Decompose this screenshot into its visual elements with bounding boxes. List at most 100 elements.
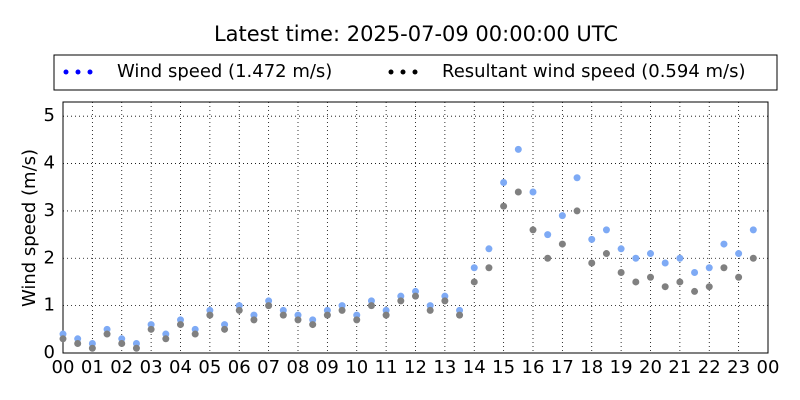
x-tick-label: 18 [580,357,603,378]
y-axis-label: Wind speed (m/s) [19,149,40,307]
legend-marker [87,69,93,75]
point [177,321,184,329]
point [617,268,625,276]
point [544,254,552,262]
point [588,259,596,267]
point [647,250,654,258]
point [514,188,522,196]
point [735,250,743,258]
point [147,325,155,333]
point [470,278,478,286]
y-tick-label: 0 [44,342,55,363]
point [103,330,111,338]
point [485,264,493,272]
point [426,306,434,314]
y-tick-label: 1 [44,295,55,316]
point [250,316,258,324]
point [88,344,96,352]
x-tick-label: 03 [140,357,163,378]
y-tick-label: 2 [44,247,55,268]
x-tick-label: 06 [228,357,251,378]
point [661,259,669,267]
point [632,278,640,286]
point [749,254,757,262]
point [573,174,581,182]
point [412,292,419,300]
y-tick-label: 3 [44,200,55,221]
point [382,311,390,319]
point [353,316,361,324]
point [691,287,699,295]
x-tick-label: 08 [287,357,310,378]
x-tick-label: 02 [110,357,133,378]
point [602,226,610,234]
point [691,268,699,276]
point [470,264,478,272]
point [132,344,140,352]
x-tick-label: 15 [492,357,515,378]
point [720,264,728,272]
x-tick-label: 16 [522,357,545,378]
point [558,240,566,248]
legend-marker [400,69,406,75]
point [279,311,287,319]
x-tick-label: 14 [463,357,486,378]
point [749,226,757,234]
point [529,188,537,196]
legend-marker [63,69,69,75]
legend-label: Resultant wind speed (0.594 m/s) [442,61,746,82]
point [441,297,449,305]
point [118,340,126,348]
point [500,202,508,210]
point [676,254,684,262]
x-tick-label: 00 [52,357,75,378]
plot-frame [62,101,769,354]
x-tick-label: 07 [257,357,280,378]
x-tick-label: 01 [81,357,104,378]
point [456,311,464,319]
point [676,278,684,286]
point [588,235,596,243]
x-tick-label: 05 [198,357,221,378]
point [529,226,537,234]
point [191,330,199,338]
point [500,179,508,187]
point [705,264,713,272]
point [323,311,331,319]
point [647,273,654,281]
legend-marker [388,69,394,75]
point [74,340,82,348]
x-tick-label: 20 [639,357,662,378]
x-tick-label: 12 [404,357,427,378]
x-tick-label: 23 [727,357,750,378]
point [294,316,302,324]
point [338,306,346,314]
x-tick-label: 19 [610,357,633,378]
point [617,245,625,253]
point [235,306,243,314]
x-tick-label: 10 [345,357,368,378]
legend-label: Wind speed (1.472 m/s) [117,61,332,82]
legend-marker [412,69,418,75]
point [485,245,493,253]
x-tick-label: 21 [668,357,691,378]
point [397,297,405,305]
x-tick-label: 00 [757,357,780,378]
point [544,231,552,239]
x-tick-label: 22 [698,357,721,378]
point [705,283,713,291]
x-tick-label: 13 [433,357,456,378]
point [367,302,375,310]
x-tick-label: 04 [169,357,192,378]
point [735,273,743,281]
point [632,254,640,262]
point [59,335,67,343]
point [265,302,273,310]
y-tick-label: 5 [44,105,55,126]
point [206,311,214,319]
x-tick-label: 11 [375,357,398,378]
point [309,321,317,329]
x-tick-label: 09 [316,357,339,378]
point [558,212,566,220]
chart-title: Latest time: 2025-07-09 00:00:00 UTC [214,22,618,46]
